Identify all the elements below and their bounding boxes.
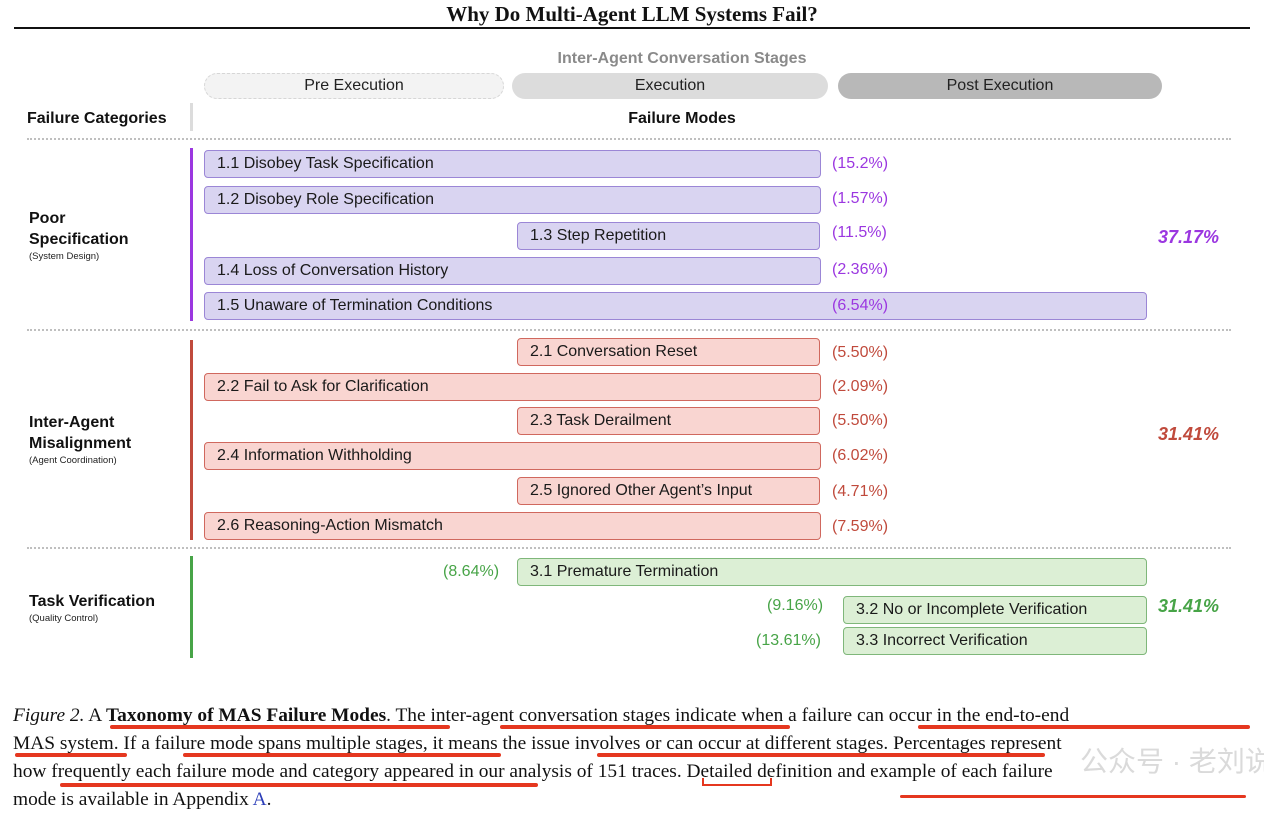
failure-mode-2-1: 2.1 Conversation Reset — [517, 338, 820, 366]
failure-mode-1-2: 1.2 Disobey Role Specification — [204, 186, 821, 214]
category-total: 31.41% — [1158, 596, 1220, 616]
category-name: Misalignment — [29, 435, 132, 452]
annotation-underline — [60, 783, 538, 787]
failure-mode-2-5: 2.5 Ignored Other Agent’s Input — [517, 477, 820, 505]
mode-percentage: (9.16%) — [767, 597, 824, 614]
mode-percentage: (4.71%) — [832, 483, 889, 500]
caption-line-4: mode is available in Appendix A. — [13, 786, 1253, 814]
caption-text: . The inter-agent conversation stages in… — [386, 705, 1070, 726]
category-3-bar — [190, 556, 193, 658]
category-total: 31.41% — [1158, 424, 1220, 444]
caption-line-2: MAS system. If a failure mode spans mult… — [13, 733, 1062, 754]
failure-mode-2-3: 2.3 Task Derailment — [517, 407, 820, 435]
mode-percentage: (2.36%) — [832, 261, 889, 278]
failure-categories-header: Failure Categories — [27, 110, 167, 127]
separator — [27, 329, 1231, 331]
failure-modes-header: Failure Modes — [628, 110, 736, 127]
category-name: Specification — [29, 231, 129, 248]
stage-post-execution: Post Execution — [838, 73, 1162, 99]
failure-mode-2-2: 2.2 Fail to Ask for Clarification — [204, 373, 821, 401]
failure-mode-3-2: 3.2 No or Incomplete Verification — [843, 596, 1147, 624]
separator — [27, 138, 1231, 140]
failure-mode-1-1: 1.1 Disobey Task Specification — [204, 150, 821, 178]
failure-mode-1-4: 1.4 Loss of Conversation History — [204, 257, 821, 285]
stage-pre-execution: Pre Execution — [204, 73, 504, 99]
category-name: Inter-Agent — [29, 414, 115, 431]
stage-execution: Execution — [512, 73, 828, 99]
failure-mode-3-3: 3.3 Incorrect Verification — [843, 627, 1147, 655]
annotation-underline — [918, 725, 1250, 729]
category-inter-agent-misalignment: Inter-Agent Misalignment (Agent Coordina… — [29, 412, 131, 466]
mode-percentage: (11.5%) — [832, 224, 887, 241]
mode-percentage: (8.64%) — [443, 563, 500, 580]
category-poor-specification: Poor Specification (System Design) — [29, 208, 129, 262]
category-name: Poor — [29, 210, 66, 227]
category-2-bar — [190, 340, 193, 540]
stages-title: Inter-Agent Conversation Stages — [557, 50, 807, 67]
mode-percentage: (6.54%) — [832, 297, 889, 314]
caption-text: . — [266, 789, 272, 810]
annotation-underline — [15, 753, 127, 757]
mode-percentage: (15.2%) — [832, 155, 889, 172]
appendix-link[interactable]: A — [252, 789, 267, 810]
mode-percentage: (2.09%) — [832, 378, 889, 395]
title-rule — [14, 27, 1250, 29]
caption-text: mode is available in Appendix — [13, 789, 253, 810]
failure-mode-1-3: 1.3 Step Repetition — [517, 222, 820, 250]
mode-percentage: (5.50%) — [832, 344, 889, 361]
failure-mode-2-6: 2.6 Reasoning-Action Mismatch — [204, 512, 821, 540]
annotation-underline — [110, 725, 450, 729]
header-divider — [190, 103, 193, 131]
caption-line-1: Figure 2. A Taxonomy of MAS Failure Mode… — [13, 702, 1253, 730]
category-subtitle: (Quality Control) — [29, 613, 99, 624]
failure-mode-3-1: 3.1 Premature Termination — [517, 558, 1147, 586]
mode-percentage: (1.57%) — [832, 190, 889, 207]
category-subtitle: (Agent Coordination) — [29, 455, 117, 466]
annotation-box — [702, 778, 772, 786]
annotation-underline — [500, 725, 790, 729]
failure-mode-1-5: 1.5 Unaware of Termination Conditions — [204, 292, 1147, 320]
mode-percentage: (13.61%) — [756, 632, 821, 649]
caption-bold-title: Taxonomy of MAS Failure Modes — [106, 705, 387, 726]
category-1-bar — [190, 148, 193, 321]
category-total: 37.17% — [1158, 227, 1220, 247]
paper-title: Why Do Multi-Agent LLM Systems Fail? — [446, 2, 818, 26]
category-task-verification: Task Verification (Quality Control) — [29, 591, 155, 624]
failure-mode-2-4: 2.4 Information Withholding — [204, 442, 821, 470]
figure-label: Figure 2. — [13, 705, 85, 726]
caption-line-3: how frequently each failure mode and cat… — [13, 761, 1053, 782]
mode-percentage: (5.50%) — [832, 412, 889, 429]
separator — [27, 547, 1231, 549]
caption-text: A — [84, 705, 107, 726]
watermark: 公众号 · 老刘说NLP — [1080, 746, 1264, 777]
category-name: Task Verification — [29, 593, 155, 610]
annotation-underline — [900, 795, 1246, 798]
annotation-underline — [183, 753, 501, 757]
mode-percentage: (7.59%) — [832, 518, 889, 535]
figure-caption: Figure 2. A Taxonomy of MAS Failure Mode… — [13, 702, 1253, 814]
mode-percentage: (6.02%) — [832, 447, 889, 464]
category-subtitle: (System Design) — [29, 251, 100, 262]
annotation-underline — [597, 753, 1045, 757]
